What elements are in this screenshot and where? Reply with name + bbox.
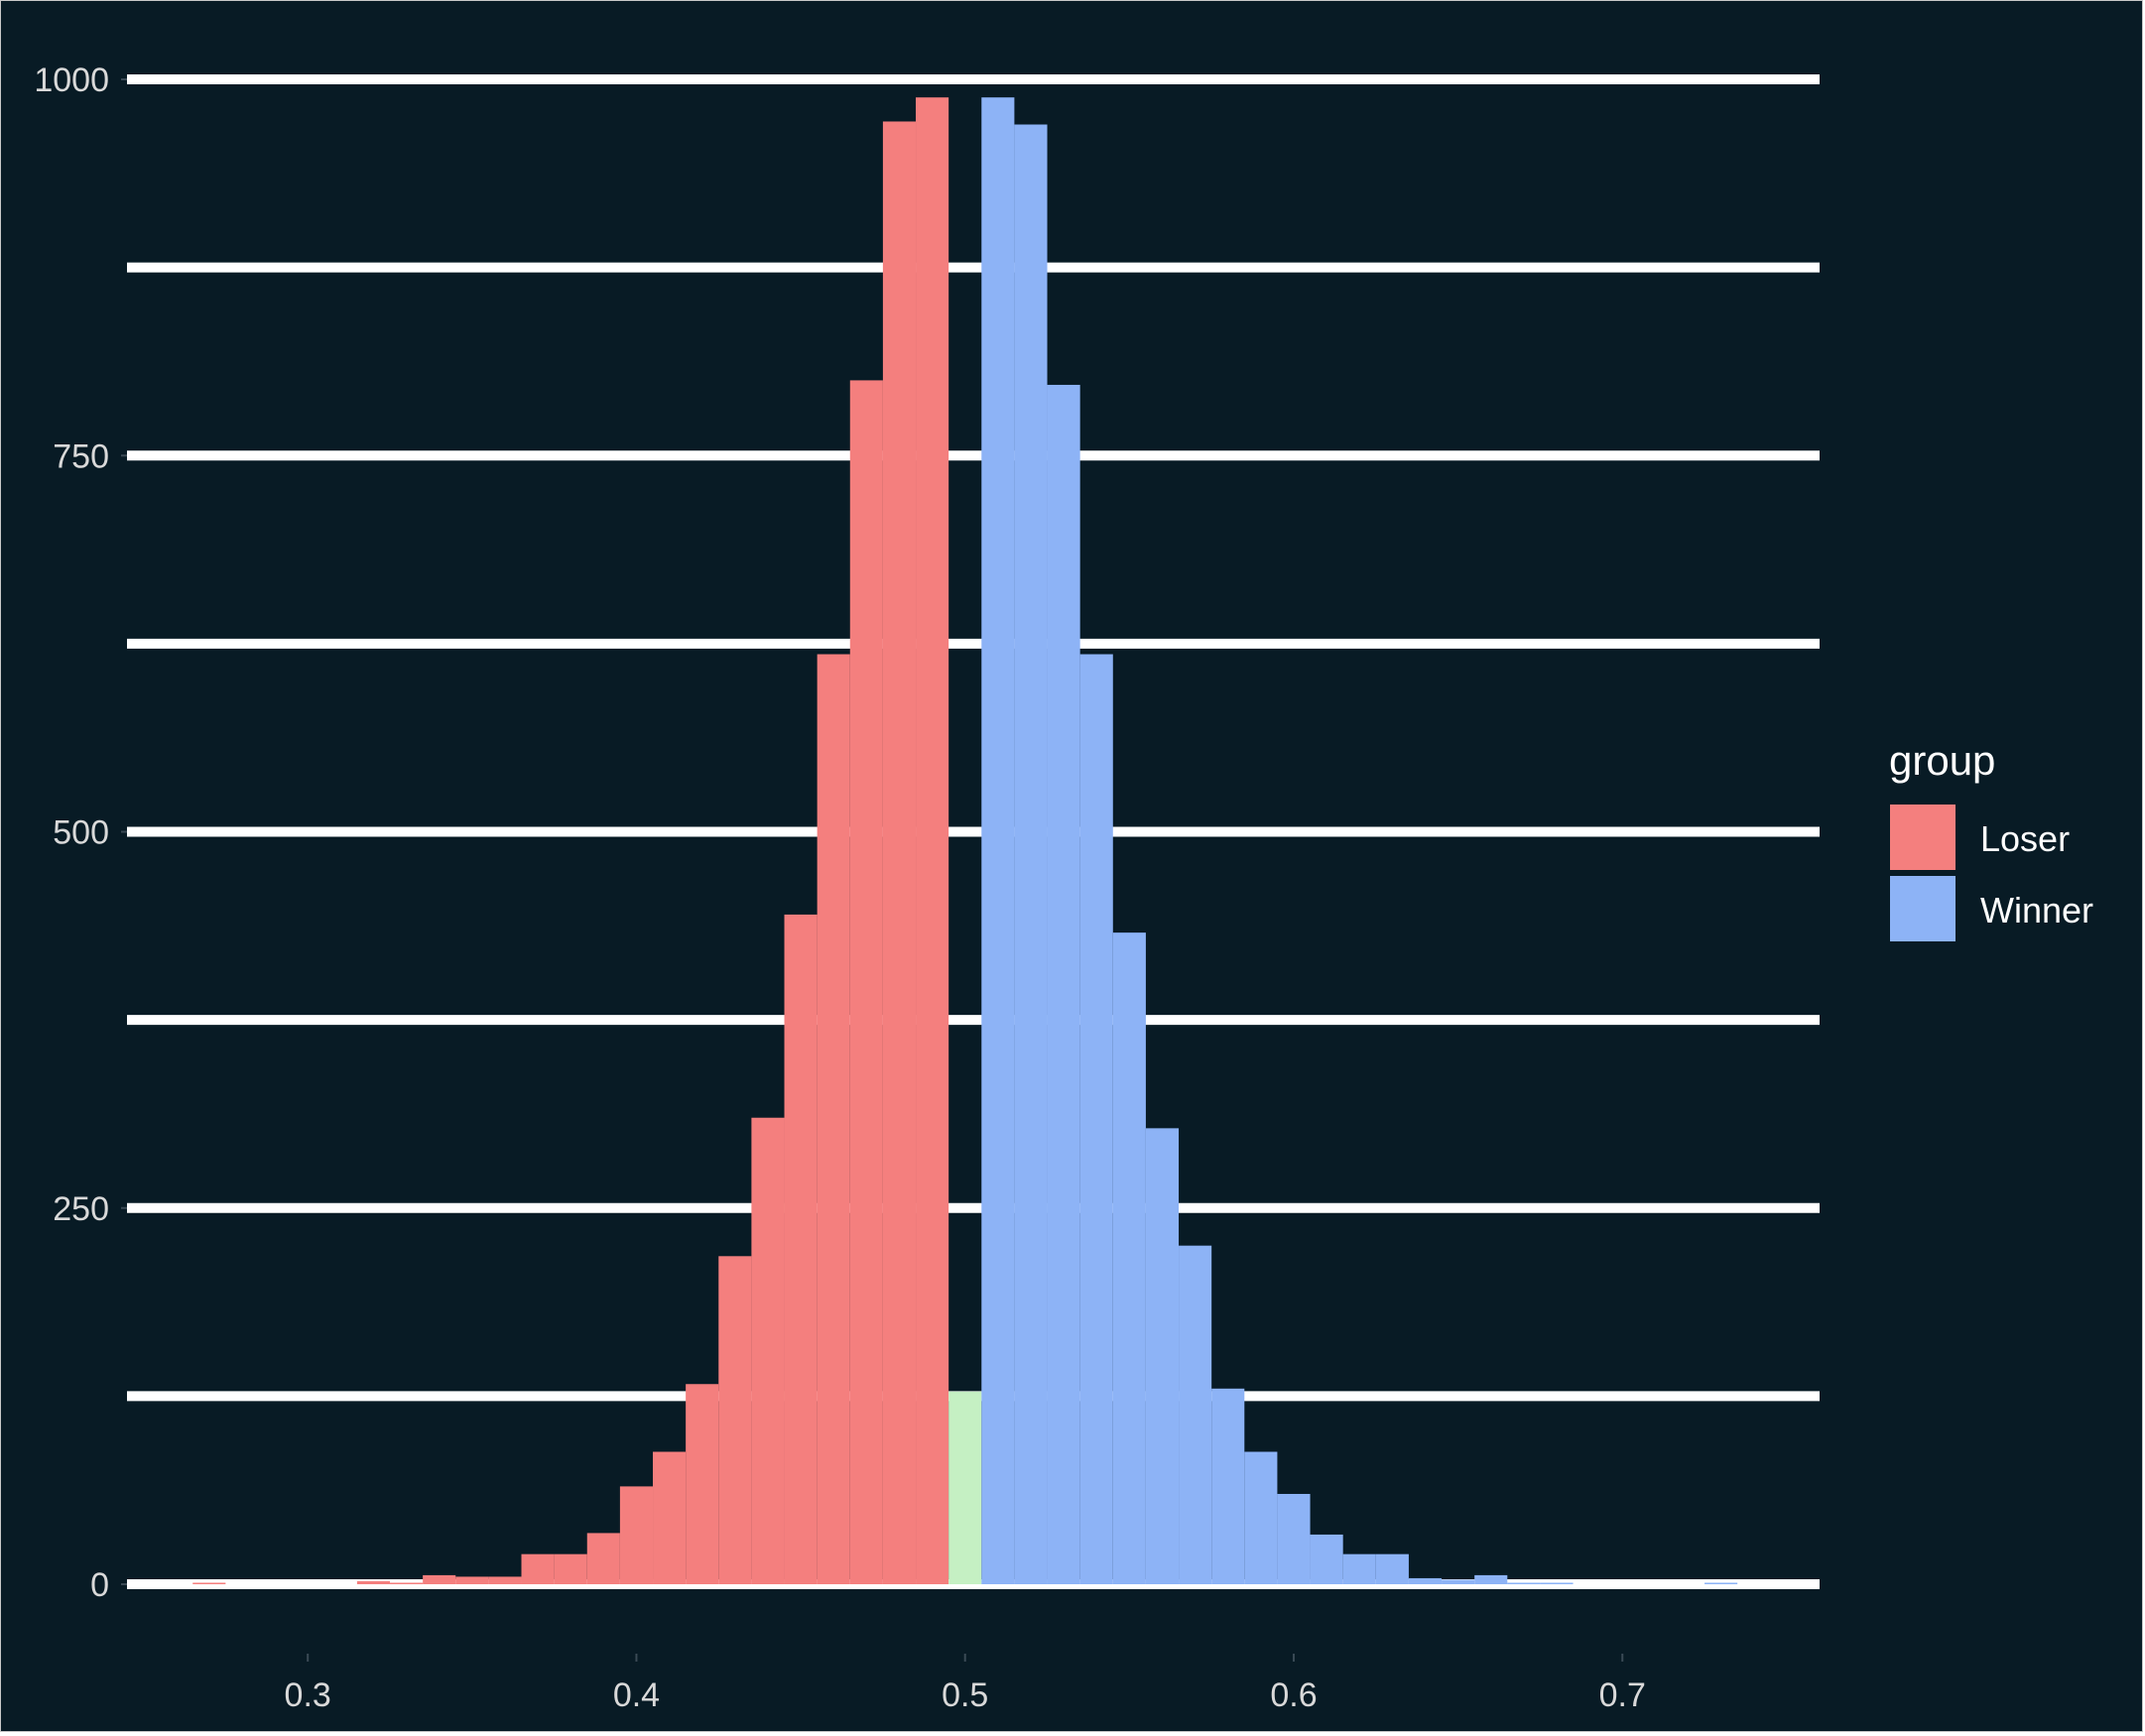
x-tick-label-0.5: 0.5: [942, 1676, 988, 1714]
y-axis: 0 250 500 750 1000: [34, 62, 127, 1604]
bar-loser-0.45: [784, 914, 818, 1584]
bar-loser-0.38: [554, 1553, 587, 1584]
legend-swatch-winner: [1890, 876, 1956, 941]
histogram-bars: [192, 97, 1738, 1585]
bar-winner-0.52: [1014, 124, 1048, 1584]
legend-label-loser: Loser: [1980, 818, 2070, 859]
bar-loser-0.41: [653, 1451, 687, 1584]
bar-winner-0.73: [1704, 1582, 1738, 1584]
bar-loser-0.35: [455, 1576, 489, 1584]
bar-loser-0.43: [718, 1256, 752, 1584]
bar-loser-0.42: [686, 1384, 719, 1584]
legend-title: group: [1889, 737, 1995, 784]
bar-winner-0.66: [1474, 1574, 1508, 1584]
bar-loser-0.40: [619, 1486, 654, 1584]
bar-loser-0.46: [817, 654, 850, 1584]
bar-loser-0.48: [882, 121, 917, 1585]
bar-loser-0.36: [488, 1576, 522, 1584]
bar-winner-0.57: [1179, 1245, 1212, 1584]
bar-winner-0.65: [1442, 1579, 1475, 1584]
x-tick-label-0.6: 0.6: [1270, 1676, 1317, 1714]
bar-winner-0.58: [1211, 1388, 1245, 1584]
y-tick-label-250: 250: [53, 1190, 109, 1228]
x-axis: 0.3 0.4 0.5 0.6 0.7: [285, 1654, 1646, 1714]
bar-middle-0.50: [948, 1391, 982, 1584]
bar-winner-0.62: [1342, 1553, 1376, 1584]
y-tick-label-500: 500: [53, 814, 109, 852]
x-tick-label-0.3: 0.3: [285, 1676, 331, 1714]
legend-swatch-loser: [1890, 805, 1956, 870]
bar-winner-0.60: [1277, 1493, 1311, 1584]
bar-loser-0.49: [916, 97, 949, 1585]
bar-winner-0.56: [1145, 1128, 1180, 1584]
x-tick-label-0.7: 0.7: [1599, 1676, 1646, 1714]
bar-loser-0.34: [423, 1574, 456, 1584]
x-tick-label-0.4: 0.4: [613, 1676, 660, 1714]
y-tick-label-0: 0: [90, 1566, 109, 1604]
legend: group Loser Winner: [1889, 737, 2093, 941]
bar-loser-0.47: [849, 380, 883, 1584]
y-tick-label-1000: 1000: [34, 62, 109, 99]
legend-label-winner: Winner: [1980, 890, 2093, 930]
y-tick-label-750: 750: [53, 437, 109, 475]
bar-loser-0.39: [586, 1533, 620, 1584]
bar-winner-0.59: [1244, 1451, 1278, 1584]
bar-winner-0.63: [1375, 1553, 1409, 1584]
bar-loser-0.32: [356, 1580, 391, 1584]
bar-winner-0.54: [1079, 654, 1113, 1584]
bar-winner-0.55: [1112, 932, 1146, 1584]
bar-loser-0.37: [521, 1553, 555, 1584]
bar-loser-0.33: [390, 1582, 424, 1584]
bar-winner-0.51: [981, 97, 1015, 1585]
bar-winner-0.61: [1310, 1534, 1343, 1584]
bar-loser-0.44: [751, 1117, 785, 1584]
bar-winner-0.67: [1507, 1582, 1541, 1584]
bar-winner-0.64: [1408, 1577, 1443, 1584]
bar-loser-0.27: [192, 1582, 226, 1584]
bar-winner-0.53: [1047, 384, 1080, 1585]
bar-winner-0.68: [1540, 1582, 1574, 1584]
gridlines: [127, 74, 1820, 1589]
